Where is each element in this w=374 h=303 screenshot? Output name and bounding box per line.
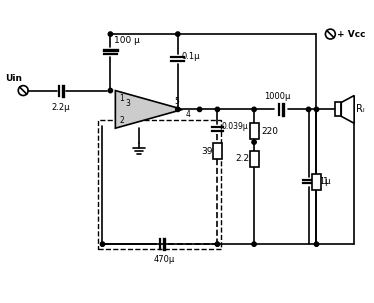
Circle shape (215, 107, 220, 112)
Text: 39: 39 (201, 147, 212, 155)
Circle shape (197, 107, 202, 112)
Text: 0.1μ: 0.1μ (182, 52, 200, 62)
Bar (335, 102, 341, 116)
Text: Uin: Uin (5, 74, 22, 83)
Text: 220: 220 (261, 127, 278, 136)
Text: Rₗ: Rₗ (356, 105, 365, 115)
Circle shape (252, 107, 256, 112)
Text: 1: 1 (119, 94, 124, 102)
Circle shape (176, 107, 180, 112)
Circle shape (252, 242, 256, 246)
Text: 1: 1 (324, 177, 329, 186)
Bar (213, 143, 222, 159)
Text: 3: 3 (125, 99, 130, 108)
Polygon shape (115, 91, 183, 128)
Text: 470μ: 470μ (153, 255, 175, 264)
Bar (249, 123, 258, 139)
Bar (249, 151, 258, 167)
Bar (98, 120, 221, 249)
Circle shape (100, 242, 105, 246)
Text: 2.2μ: 2.2μ (52, 103, 70, 112)
Circle shape (314, 107, 319, 112)
Text: 5: 5 (174, 98, 179, 106)
Text: 2.2: 2.2 (235, 155, 249, 163)
Polygon shape (341, 95, 354, 123)
Circle shape (252, 140, 256, 144)
Circle shape (108, 32, 113, 36)
Circle shape (176, 32, 180, 36)
Text: 0.1μ: 0.1μ (313, 177, 331, 186)
Text: 4: 4 (186, 110, 191, 119)
Circle shape (215, 242, 220, 246)
Text: 1000μ: 1000μ (264, 92, 290, 102)
Bar (312, 174, 321, 190)
Circle shape (108, 88, 113, 93)
Circle shape (314, 242, 319, 246)
Circle shape (306, 107, 311, 112)
Text: 0.039μ: 0.039μ (221, 122, 248, 131)
Text: + Vcc: + Vcc (337, 30, 366, 38)
Text: 100 μ: 100 μ (114, 36, 140, 45)
Text: 2: 2 (119, 116, 124, 125)
